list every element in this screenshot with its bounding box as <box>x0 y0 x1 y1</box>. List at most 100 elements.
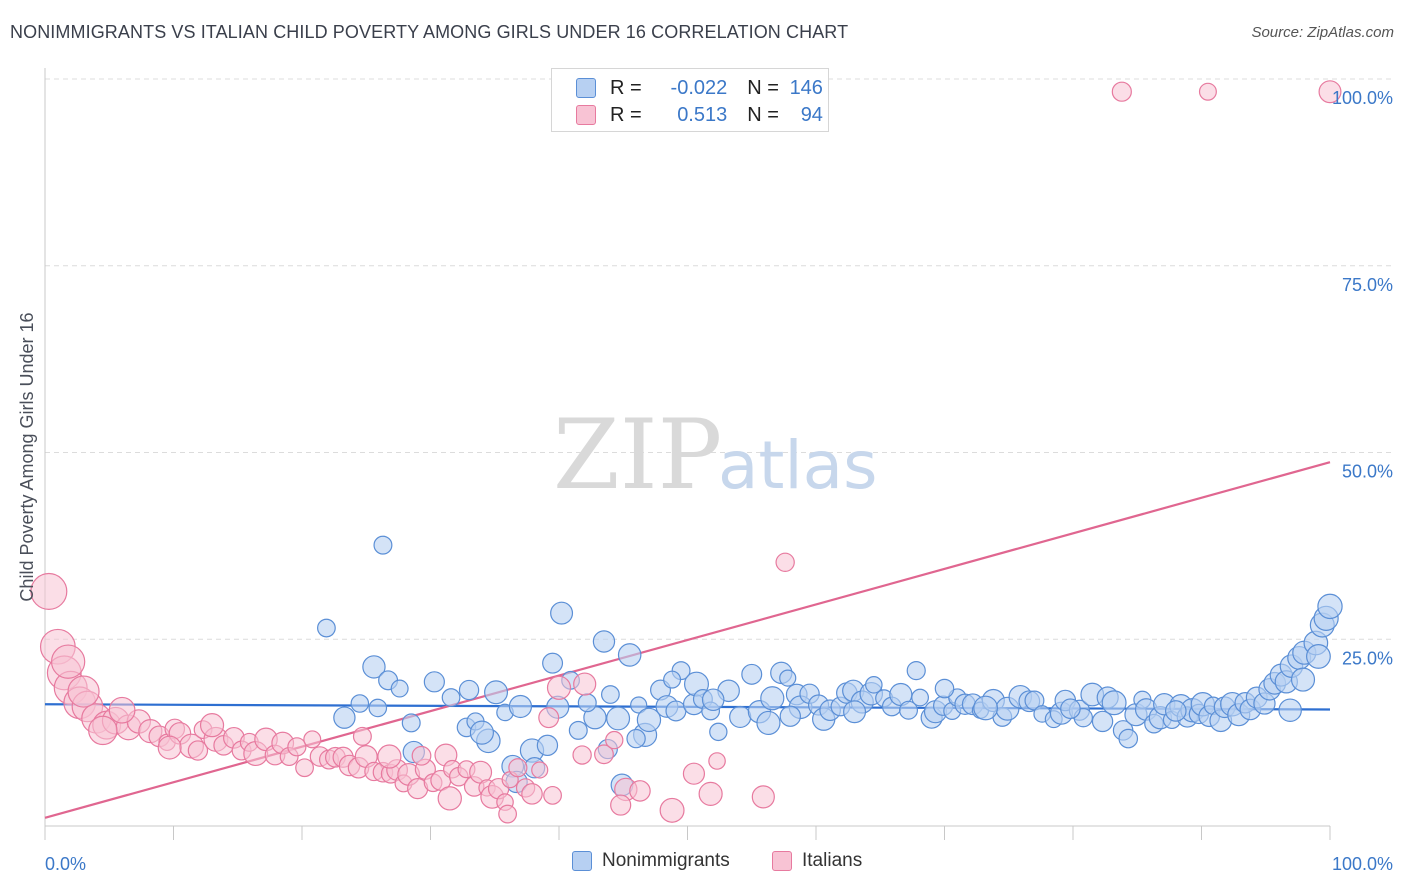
italians-point <box>411 745 432 766</box>
legend-item-italians: Italians <box>772 850 862 872</box>
italians-point <box>546 675 572 700</box>
italians-point <box>287 737 307 757</box>
italians-point <box>682 762 706 785</box>
italians-point <box>508 758 528 778</box>
nonimmigrants-point <box>1165 700 1187 722</box>
y-axis-label: Child Poverty Among Girls Under 16 <box>17 312 37 601</box>
nonimmigrants-point <box>542 652 564 674</box>
tick-labels: 25.0% 50.0% 75.0% 100.0% 0.0% 100.0% <box>45 88 1393 874</box>
nonimmigrants-point <box>423 671 445 693</box>
italians-point <box>88 715 118 746</box>
legend-swatch-pink <box>772 851 792 871</box>
nonimmigrants-point <box>1278 698 1302 722</box>
italians-point <box>594 744 614 765</box>
nonimmigrants-point <box>760 686 785 711</box>
chart-source: Source: ZipAtlas.com <box>1251 24 1394 41</box>
nonimmigrants-point <box>1306 644 1331 669</box>
nonimmigrants-point <box>865 676 883 694</box>
nonimmigrants-point <box>401 713 421 733</box>
nonimmigrants-point <box>630 696 648 714</box>
nonimmigrants-point <box>1101 690 1127 716</box>
italians-point <box>187 740 209 761</box>
nonimmigrants-point <box>458 679 480 701</box>
italians-point <box>531 761 549 779</box>
legend-row-nonimmigrants: R = -0.022 N = 146 <box>576 75 823 101</box>
italians-point <box>1198 82 1217 101</box>
italians-point <box>698 781 723 806</box>
nonimmigrants-point <box>550 601 574 625</box>
nonimmigrants-point <box>317 618 336 638</box>
nonimmigrants-point <box>469 720 494 745</box>
italians-point <box>543 785 562 805</box>
italians-point <box>572 745 592 765</box>
legend-r-label: R = <box>610 76 642 99</box>
italians-point <box>573 672 597 696</box>
italians-point <box>352 726 372 746</box>
legend-r-value: -0.022 <box>670 76 728 99</box>
nonimmigrants-point <box>729 705 752 729</box>
y-tick-label: 75.0% <box>1342 275 1393 295</box>
nonimmigrants-points <box>317 535 1343 797</box>
nonimmigrants-point <box>843 700 867 724</box>
legend-swatch-pink <box>576 105 596 125</box>
legend-n-value: 146 <box>789 76 823 99</box>
nonimmigrants-point <box>663 670 682 689</box>
nonimmigrants-point <box>779 669 797 687</box>
legend-swatch-blue <box>576 78 596 98</box>
italians-point <box>67 675 100 708</box>
trend-lines <box>44 461 1331 819</box>
chart-title: NONIMMIGRANTS VS ITALIAN CHILD POVERTY A… <box>10 22 849 42</box>
nonimmigrants-point <box>1091 710 1114 733</box>
nonimmigrants-point <box>601 685 620 704</box>
nonimmigrants-point <box>536 734 559 757</box>
nonimmigrants-point <box>701 688 725 712</box>
italians-point <box>708 752 726 770</box>
legend-item-nonimmigrants: Nonimmigrants <box>572 850 730 872</box>
italians-point <box>437 786 462 811</box>
legend-n-label: N = <box>747 76 779 99</box>
nonimmigrants-point <box>333 706 356 729</box>
x-tick-label: 0.0% <box>45 854 86 874</box>
italians-point <box>303 730 322 749</box>
watermark-zip: ZIP <box>553 399 722 511</box>
nonimmigrants-point <box>390 679 409 698</box>
legend-row-italians: R = 0.513 N = 94 <box>576 102 823 128</box>
nonimmigrants-point <box>441 688 461 707</box>
nonimmigrants-point <box>1060 698 1081 720</box>
nonimmigrants-point <box>373 535 393 555</box>
italians-point <box>775 552 795 573</box>
watermark-atlas: atlas <box>718 427 878 504</box>
italians-point <box>521 783 543 805</box>
nonimmigrants-point <box>779 705 802 727</box>
legend-r-label: R = <box>610 103 642 126</box>
italians-point <box>1318 80 1342 104</box>
nonimmigrants-point <box>906 661 926 681</box>
legend-label-italians: Italians <box>802 850 863 871</box>
italians-point <box>108 696 136 724</box>
legend-n-value: 94 <box>800 103 823 126</box>
nonimmigrants-point <box>606 706 631 731</box>
italians-point <box>30 572 68 610</box>
italians-point <box>751 785 775 809</box>
nonimmigrants-point <box>756 710 781 736</box>
nonimmigrants-point <box>973 695 999 721</box>
italians-point <box>605 730 624 750</box>
nonimmigrants-point <box>709 722 728 742</box>
italians-point <box>1111 81 1132 102</box>
grid-lines <box>45 78 1395 640</box>
correlation-legend: R = -0.022 N = 146 R = 0.513 N = 94 <box>551 68 829 132</box>
italians-point <box>295 758 314 778</box>
y-tick-label: 50.0% <box>1342 462 1393 482</box>
nonimmigrants-point <box>508 694 533 719</box>
nonimmigrants-point <box>568 720 588 740</box>
italians-point <box>199 713 225 738</box>
nonimmigrants-point <box>362 655 386 679</box>
nonimmigrants-point <box>665 700 687 722</box>
nonimmigrants-point <box>350 694 370 713</box>
nonimmigrants-point <box>368 698 388 718</box>
nonimmigrants-point <box>741 663 763 685</box>
legend-n-label: N = <box>747 103 779 126</box>
legend-r-value: 0.513 <box>677 103 728 126</box>
italians-point <box>629 780 651 802</box>
